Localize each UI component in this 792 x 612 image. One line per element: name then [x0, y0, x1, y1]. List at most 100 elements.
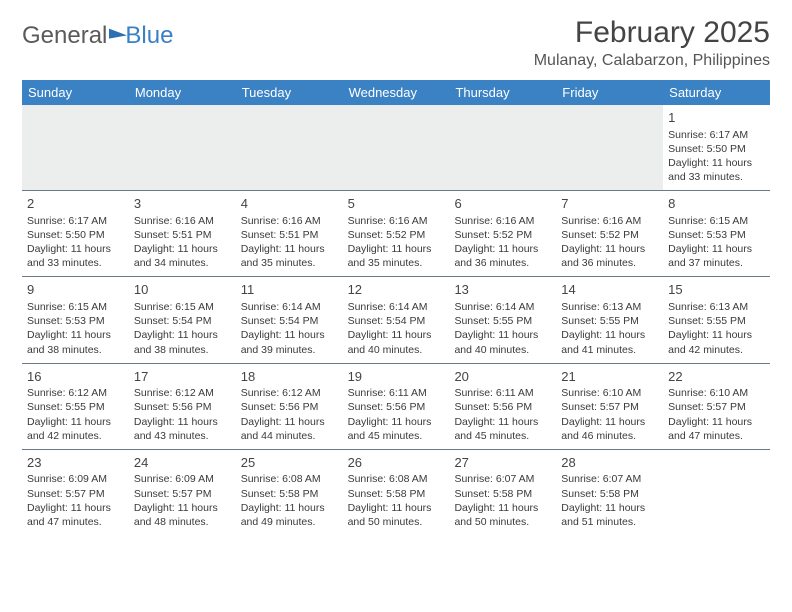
sunrise-text: Sunrise: 6:14 AM: [241, 300, 338, 314]
calendar-cell: 7Sunrise: 6:16 AMSunset: 5:52 PMDaylight…: [556, 191, 663, 276]
day-number: 2: [27, 195, 124, 213]
daylight1-text: Daylight: 11 hours: [561, 328, 658, 342]
day-header: Thursday: [449, 80, 556, 105]
sunset-text: Sunset: 5:58 PM: [241, 487, 338, 501]
calendar-cell-blank: [343, 105, 450, 190]
sunset-text: Sunset: 5:54 PM: [348, 314, 445, 328]
sunset-text: Sunset: 5:56 PM: [134, 400, 231, 414]
sunrise-text: Sunrise: 6:12 AM: [134, 386, 231, 400]
calendar-cell: 23Sunrise: 6:09 AMSunset: 5:57 PMDayligh…: [22, 450, 129, 535]
daylight2-text: and 35 minutes.: [348, 256, 445, 270]
daylight1-text: Daylight: 11 hours: [454, 415, 551, 429]
daylight2-text: and 49 minutes.: [241, 515, 338, 529]
daylight1-text: Daylight: 11 hours: [668, 242, 765, 256]
sunrise-text: Sunrise: 6:07 AM: [454, 472, 551, 486]
day-number: 4: [241, 195, 338, 213]
calendar-cell: 5Sunrise: 6:16 AMSunset: 5:52 PMDaylight…: [343, 191, 450, 276]
daylight2-text: and 37 minutes.: [668, 256, 765, 270]
sunset-text: Sunset: 5:55 PM: [27, 400, 124, 414]
daylight2-text: and 36 minutes.: [454, 256, 551, 270]
sunset-text: Sunset: 5:58 PM: [561, 487, 658, 501]
sunrise-text: Sunrise: 6:13 AM: [668, 300, 765, 314]
page-subtitle: Mulanay, Calabarzon, Philippines: [534, 52, 770, 70]
daylight1-text: Daylight: 11 hours: [27, 415, 124, 429]
sunset-text: Sunset: 5:55 PM: [561, 314, 658, 328]
calendar-cell: 17Sunrise: 6:12 AMSunset: 5:56 PMDayligh…: [129, 364, 236, 449]
calendar-cell: 14Sunrise: 6:13 AMSunset: 5:55 PMDayligh…: [556, 277, 663, 362]
sunset-text: Sunset: 5:57 PM: [561, 400, 658, 414]
day-number: 13: [454, 281, 551, 299]
sunrise-text: Sunrise: 6:11 AM: [348, 386, 445, 400]
calendar-cell: 18Sunrise: 6:12 AMSunset: 5:56 PMDayligh…: [236, 364, 343, 449]
sunrise-text: Sunrise: 6:09 AM: [27, 472, 124, 486]
sunset-text: Sunset: 5:58 PM: [454, 487, 551, 501]
daylight1-text: Daylight: 11 hours: [668, 156, 765, 170]
daylight2-text: and 51 minutes.: [561, 515, 658, 529]
calendar-cell: 1Sunrise: 6:17 AMSunset: 5:50 PMDaylight…: [663, 105, 770, 190]
calendar-cell: 27Sunrise: 6:07 AMSunset: 5:58 PMDayligh…: [449, 450, 556, 535]
sunrise-text: Sunrise: 6:16 AM: [134, 214, 231, 228]
daylight2-text: and 33 minutes.: [27, 256, 124, 270]
day-number: 25: [241, 454, 338, 472]
calendar-cell: 20Sunrise: 6:11 AMSunset: 5:56 PMDayligh…: [449, 364, 556, 449]
day-header: Sunday: [22, 80, 129, 105]
day-number: 3: [134, 195, 231, 213]
calendar-week: 9Sunrise: 6:15 AMSunset: 5:53 PMDaylight…: [22, 276, 770, 362]
day-number: 15: [668, 281, 765, 299]
calendar-cell: 3Sunrise: 6:16 AMSunset: 5:51 PMDaylight…: [129, 191, 236, 276]
sunset-text: Sunset: 5:56 PM: [454, 400, 551, 414]
daylight1-text: Daylight: 11 hours: [27, 328, 124, 342]
daylight2-text: and 42 minutes.: [27, 429, 124, 443]
daylight2-text: and 41 minutes.: [561, 343, 658, 357]
sunrise-text: Sunrise: 6:16 AM: [561, 214, 658, 228]
calendar-cell: 24Sunrise: 6:09 AMSunset: 5:57 PMDayligh…: [129, 450, 236, 535]
sunrise-text: Sunrise: 6:16 AM: [241, 214, 338, 228]
daylight1-text: Daylight: 11 hours: [454, 501, 551, 515]
daylight1-text: Daylight: 11 hours: [241, 501, 338, 515]
calendar-cell: 28Sunrise: 6:07 AMSunset: 5:58 PMDayligh…: [556, 450, 663, 535]
sunrise-text: Sunrise: 6:07 AM: [561, 472, 658, 486]
day-number: 28: [561, 454, 658, 472]
sunrise-text: Sunrise: 6:14 AM: [348, 300, 445, 314]
daylight1-text: Daylight: 11 hours: [668, 328, 765, 342]
daylight1-text: Daylight: 11 hours: [348, 242, 445, 256]
daylight2-text: and 44 minutes.: [241, 429, 338, 443]
calendar-cell: 26Sunrise: 6:08 AMSunset: 5:58 PMDayligh…: [343, 450, 450, 535]
daylight2-text: and 39 minutes.: [241, 343, 338, 357]
daylight1-text: Daylight: 11 hours: [241, 415, 338, 429]
day-number: 11: [241, 281, 338, 299]
day-number: 22: [668, 368, 765, 386]
daylight2-text: and 40 minutes.: [348, 343, 445, 357]
calendar-cell-blank: [129, 105, 236, 190]
sunset-text: Sunset: 5:56 PM: [348, 400, 445, 414]
sunrise-text: Sunrise: 6:12 AM: [27, 386, 124, 400]
day-number: 18: [241, 368, 338, 386]
day-number: 6: [454, 195, 551, 213]
day-number: 5: [348, 195, 445, 213]
daylight1-text: Daylight: 11 hours: [241, 328, 338, 342]
logo-text-1: General: [22, 22, 107, 50]
sunrise-text: Sunrise: 6:15 AM: [27, 300, 124, 314]
sunrise-text: Sunrise: 6:12 AM: [241, 386, 338, 400]
day-number: 14: [561, 281, 658, 299]
day-header: Wednesday: [343, 80, 450, 105]
sunrise-text: Sunrise: 6:10 AM: [561, 386, 658, 400]
sunset-text: Sunset: 5:56 PM: [241, 400, 338, 414]
calendar-cell: 10Sunrise: 6:15 AMSunset: 5:54 PMDayligh…: [129, 277, 236, 362]
calendar-cell: 15Sunrise: 6:13 AMSunset: 5:55 PMDayligh…: [663, 277, 770, 362]
sunrise-text: Sunrise: 6:09 AM: [134, 472, 231, 486]
day-number: 19: [348, 368, 445, 386]
day-number: 26: [348, 454, 445, 472]
sunrise-text: Sunrise: 6:17 AM: [27, 214, 124, 228]
calendar-cell: 21Sunrise: 6:10 AMSunset: 5:57 PMDayligh…: [556, 364, 663, 449]
day-header: Friday: [556, 80, 663, 105]
sunset-text: Sunset: 5:53 PM: [668, 228, 765, 242]
daylight1-text: Daylight: 11 hours: [134, 242, 231, 256]
daylight1-text: Daylight: 11 hours: [454, 242, 551, 256]
calendar-cell: 16Sunrise: 6:12 AMSunset: 5:55 PMDayligh…: [22, 364, 129, 449]
calendar-cell: 9Sunrise: 6:15 AMSunset: 5:53 PMDaylight…: [22, 277, 129, 362]
daylight2-text: and 35 minutes.: [241, 256, 338, 270]
day-number: 7: [561, 195, 658, 213]
sunrise-text: Sunrise: 6:14 AM: [454, 300, 551, 314]
calendar-cell: 6Sunrise: 6:16 AMSunset: 5:52 PMDaylight…: [449, 191, 556, 276]
